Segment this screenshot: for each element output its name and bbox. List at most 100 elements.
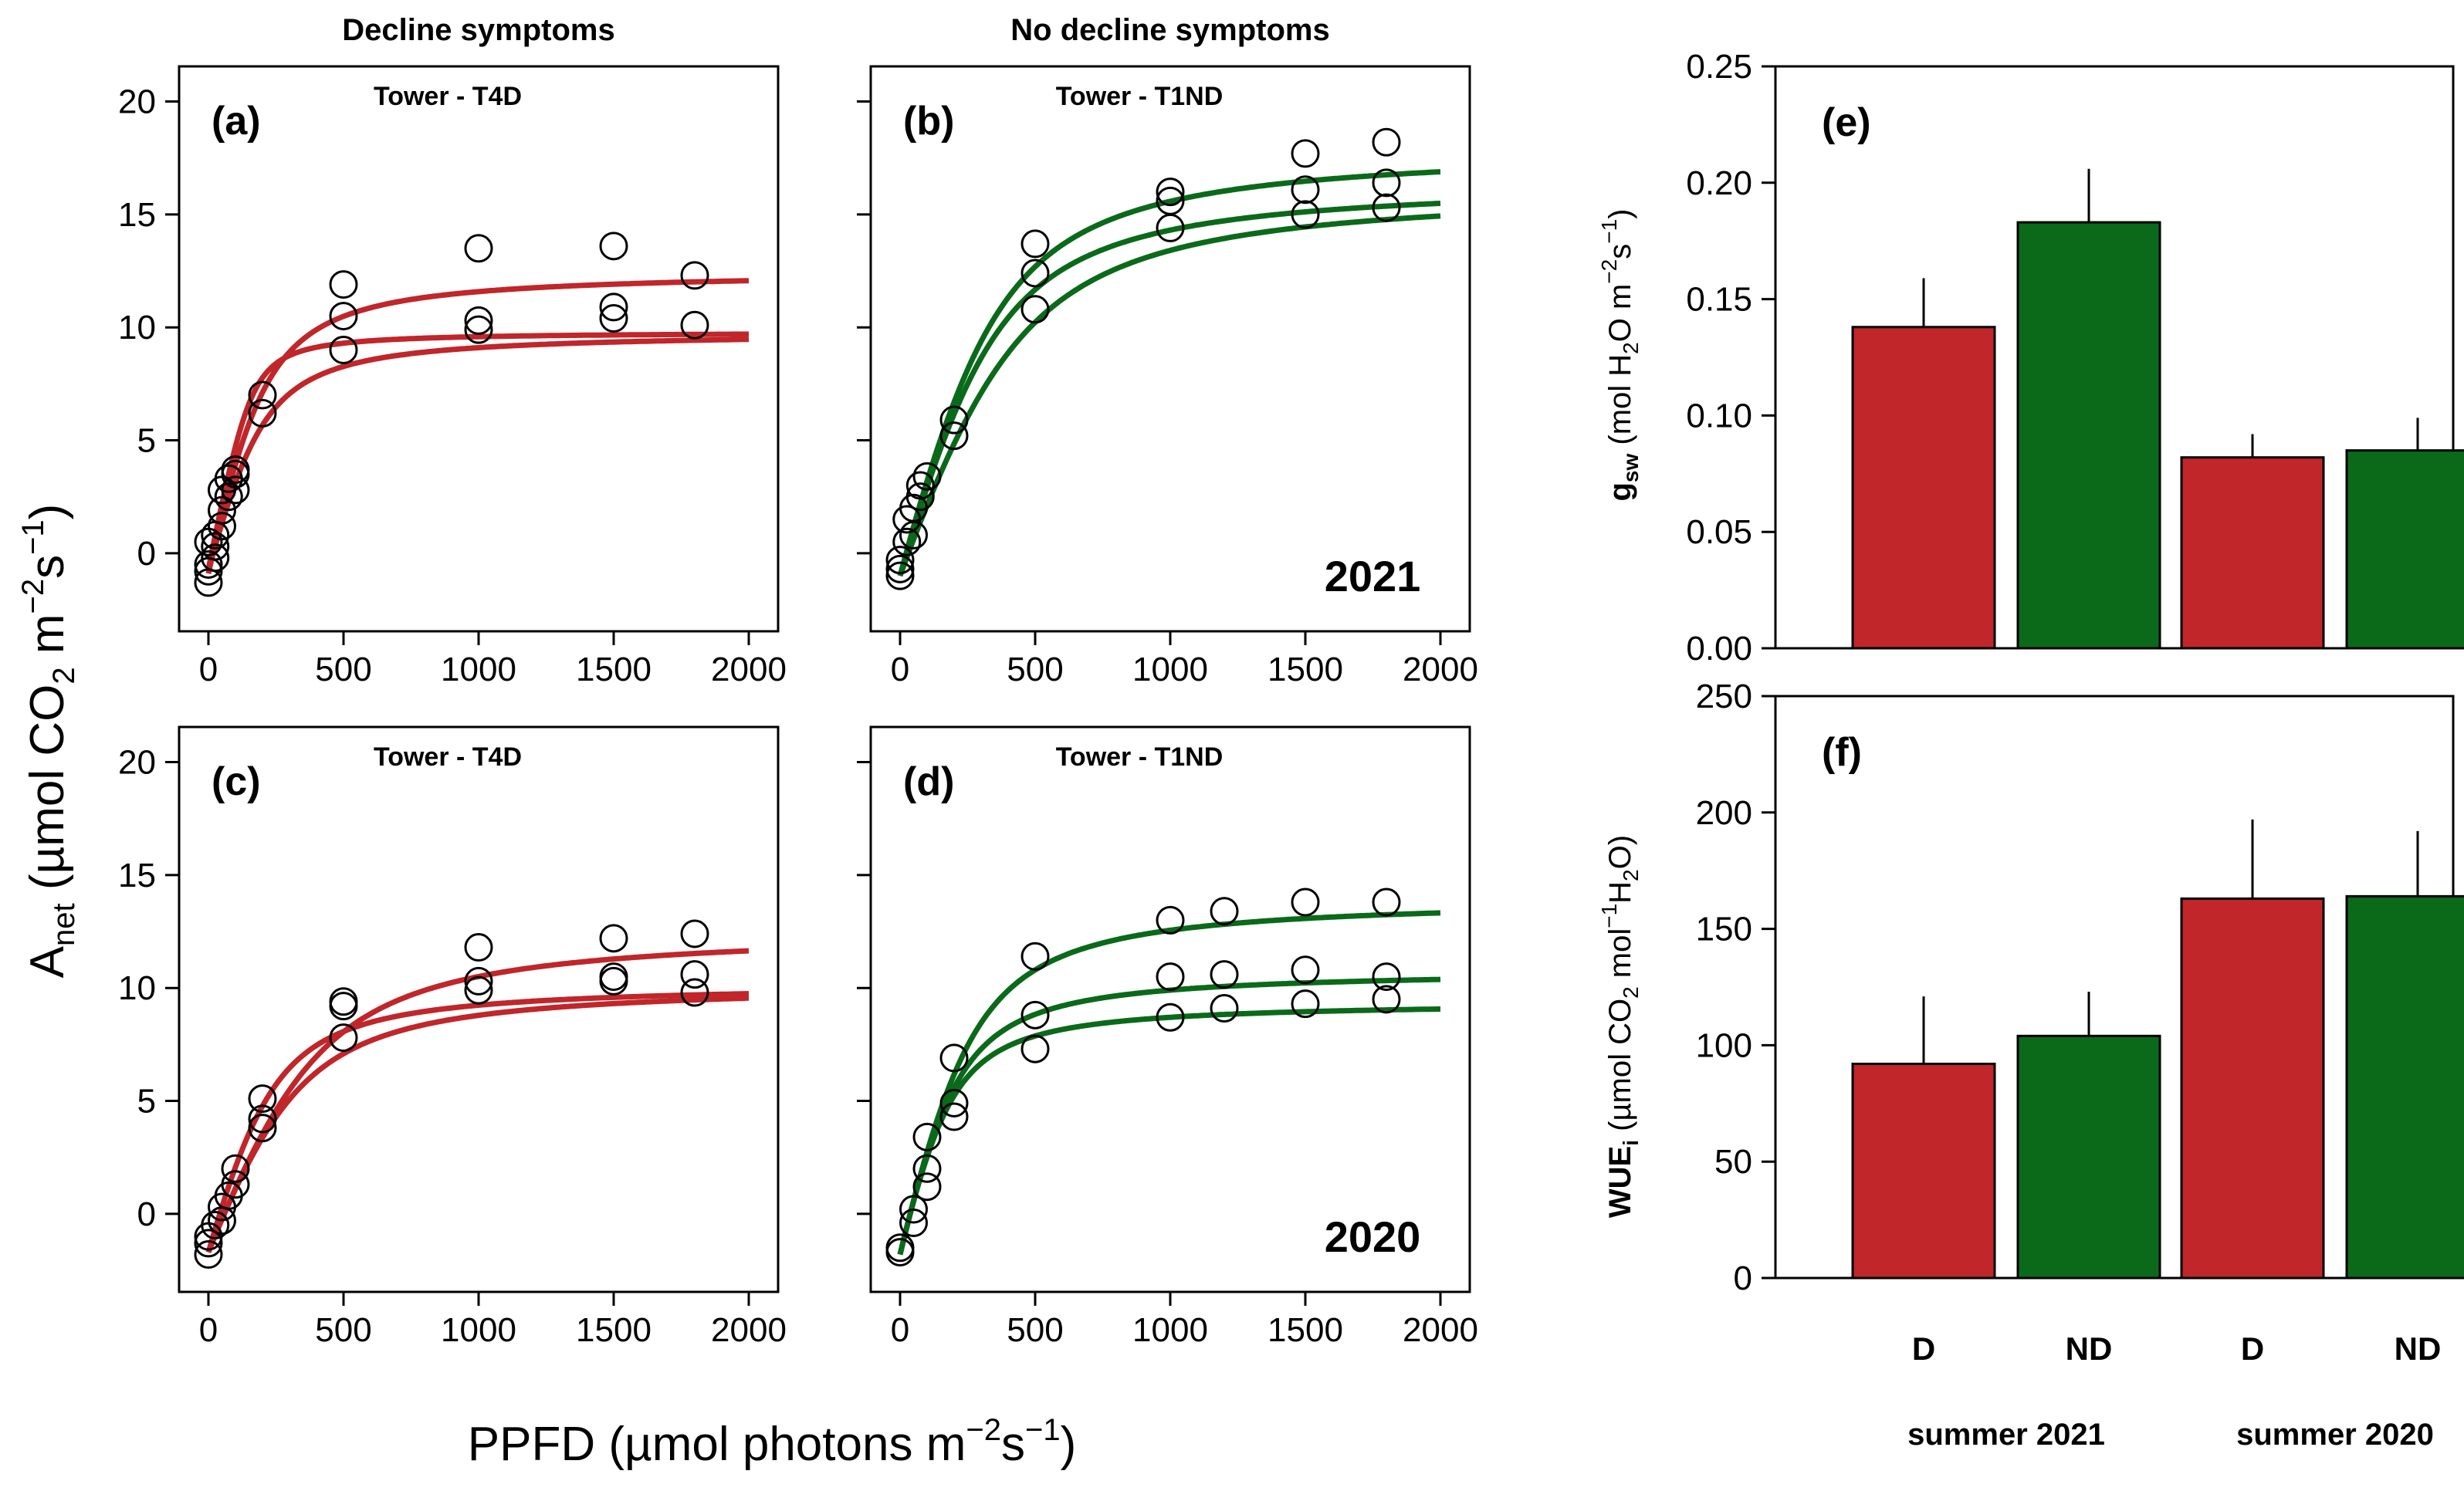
y-tick-label: 0.00 [1686,630,1752,668]
y-tick-label: 10 [118,969,156,1007]
x-tick-label: 1500 [576,1311,652,1349]
data-point [1372,888,1401,917]
y-tick-label: 0.20 [1686,164,1752,202]
plot-frame [178,725,780,1293]
tower-label: Tower - T1ND [1056,82,1224,111]
data-point [194,1240,223,1270]
data-point [1291,175,1320,205]
data-point [939,1043,969,1073]
column-title: No decline symptoms [1010,13,1329,47]
bar [2016,1034,2161,1280]
data-point [885,1233,915,1263]
data-point [885,554,915,583]
y-tick-label: 150 [1696,911,1752,948]
data-point [1372,985,1401,1014]
y-tick-label: 0.05 [1686,513,1752,551]
data-point [939,1102,969,1131]
x-tick-label: 1000 [441,1311,516,1349]
data-point [680,960,709,989]
bar [2345,894,2464,1280]
x-tick-label: 500 [315,651,371,688]
data-point [912,462,942,491]
panel-label: (f) [1822,730,1862,775]
tower-label: Tower - T4D [374,742,522,772]
data-point [939,405,969,434]
y-tick-label: 250 [1696,678,1752,715]
data-point [248,380,277,410]
y-tick-label: 0.15 [1686,281,1752,319]
data-point [599,232,628,261]
y-tick-label: 20 [118,83,156,121]
panel-label: (a) [212,99,261,144]
data-point [1156,905,1185,935]
data-point [194,1229,223,1258]
data-point [899,1195,928,1224]
data-point [1372,962,1401,992]
data-point [1291,139,1320,168]
fit-curve [897,910,1441,1256]
data-point [1020,1000,1050,1030]
data-point [1020,259,1050,288]
data-point [464,315,493,344]
x-tick-label: 0 [199,651,218,688]
panel-label: (e) [1822,100,1871,145]
y-tick-label: 0 [137,1195,156,1233]
data-point [680,310,709,340]
plot-frame [869,65,1471,633]
data-point [464,975,493,1005]
data-point [912,1122,942,1151]
category-label: D [2241,1330,2264,1367]
y-axis-label-gsw: gsw (mol H2O m−2s−1) [1597,208,1643,501]
data-point [329,1023,358,1053]
data-point [464,966,493,996]
data-point [1020,229,1050,259]
data-point [208,495,236,525]
svg-text:gsw (mol H2O m−2s−1): gsw (mol H2O m−2s−1) [1597,208,1643,501]
fit-curve [897,201,1441,577]
tower-label: Tower - T1ND [1056,742,1224,772]
y-tick-label: 0 [1734,1259,1752,1297]
data-point [1372,168,1401,198]
x-tick-label: 500 [1007,651,1063,688]
data-point [201,543,230,573]
svg-text:WUEi (µmol CO2 mol−1H2O): WUEi (µmol CO2 mol−1H2O) [1597,835,1643,1218]
y-tick-label: 0.25 [1686,48,1752,86]
y-tick-label: 100 [1696,1026,1752,1064]
data-point [1291,955,1320,985]
bar [2180,456,2325,650]
data-point [221,455,250,485]
fit-curve [897,169,1441,577]
data-point [912,1172,942,1202]
year-label: 2021 [1325,552,1421,600]
data-point [464,306,493,335]
bar [1851,1063,1996,1280]
group-label: summer 2021 [1907,1418,2105,1452]
data-point [939,1088,969,1117]
data-point [1291,888,1320,917]
data-point [201,532,230,561]
data-point [464,933,493,962]
data-point [329,302,358,331]
data-point [599,292,628,322]
y-tick-label: 0.10 [1686,397,1752,434]
data-point [885,546,915,575]
data-point [329,270,358,299]
category-label: ND [2395,1330,2442,1367]
data-point [201,1210,230,1239]
fit-curve [205,991,749,1253]
data-point [329,987,358,1016]
y-tick-label: 10 [118,309,156,347]
y-tick-label: 20 [118,744,156,782]
fit-curve [205,331,750,570]
data-point [680,978,709,1007]
x-tick-label: 2000 [711,1311,787,1349]
x-tick-label: 0 [891,1311,909,1349]
data-point [599,303,628,333]
x-tick-label: 1000 [441,651,516,688]
data-point [1291,989,1320,1019]
data-point [1020,1034,1050,1063]
svg-text:PPFD (µmol photons m−2s−1): PPFD (µmol photons m−2s−1) [468,1413,1076,1471]
data-point [194,549,223,579]
bar [2345,449,2464,650]
